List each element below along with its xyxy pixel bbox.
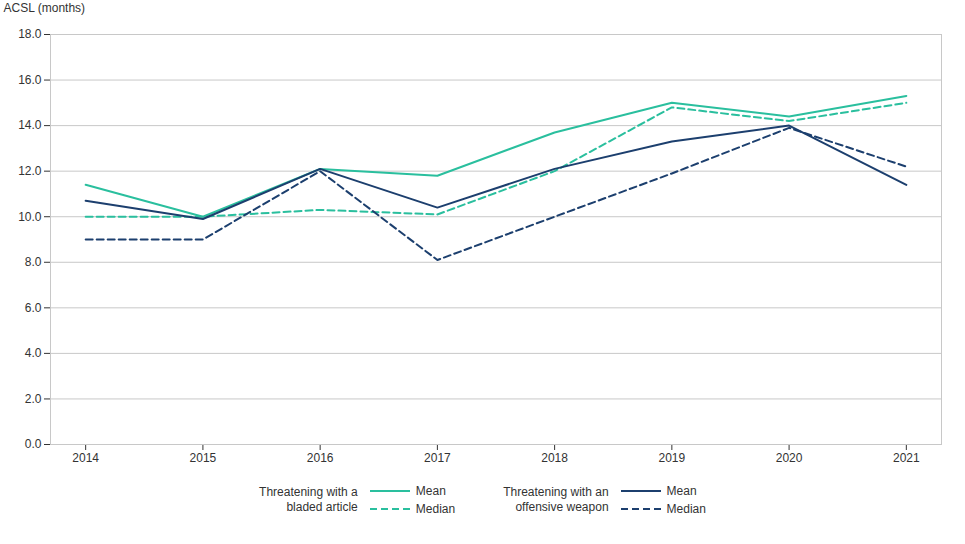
svg-text:2019: 2019 bbox=[659, 451, 686, 465]
svg-text:2016: 2016 bbox=[307, 451, 334, 465]
html-text:Mean: Mean bbox=[666, 484, 697, 498]
html-text:Threatening with a bladed arti: Threatening with a bladed article bbox=[259, 485, 358, 514]
svg-text:4.0: 4.0 bbox=[25, 346, 42, 360]
html-text:Median: Median bbox=[666, 502, 706, 516]
svg-text:2014: 2014 bbox=[72, 451, 99, 465]
svg-text:2020: 2020 bbox=[776, 451, 803, 465]
svg-text:2021: 2021 bbox=[893, 451, 920, 465]
svg-text:2018: 2018 bbox=[541, 451, 568, 465]
svg-text:2015: 2015 bbox=[190, 451, 217, 465]
svg-text:2017: 2017 bbox=[424, 451, 451, 465]
svg-text:ACSL (months): ACSL (months) bbox=[4, 1, 86, 15]
svg-text:6.0: 6.0 bbox=[25, 301, 42, 315]
svg-text:16.0: 16.0 bbox=[18, 73, 42, 87]
html-text:Median: Median bbox=[415, 502, 456, 516]
svg-text:14.0: 14.0 bbox=[18, 118, 42, 132]
svg-text:12.0: 12.0 bbox=[18, 164, 42, 178]
svg-text:8.0: 8.0 bbox=[25, 255, 42, 269]
svg-text:18.0: 18.0 bbox=[18, 27, 42, 41]
svg-text:10.0: 10.0 bbox=[18, 210, 42, 224]
svg-text:0.0: 0.0 bbox=[25, 437, 42, 451]
html-text:Mean: Mean bbox=[415, 484, 446, 498]
html-text:Threatening with an offensive: Threatening with an offensive weapon bbox=[503, 485, 609, 514]
svg-text:2.0: 2.0 bbox=[25, 392, 42, 406]
